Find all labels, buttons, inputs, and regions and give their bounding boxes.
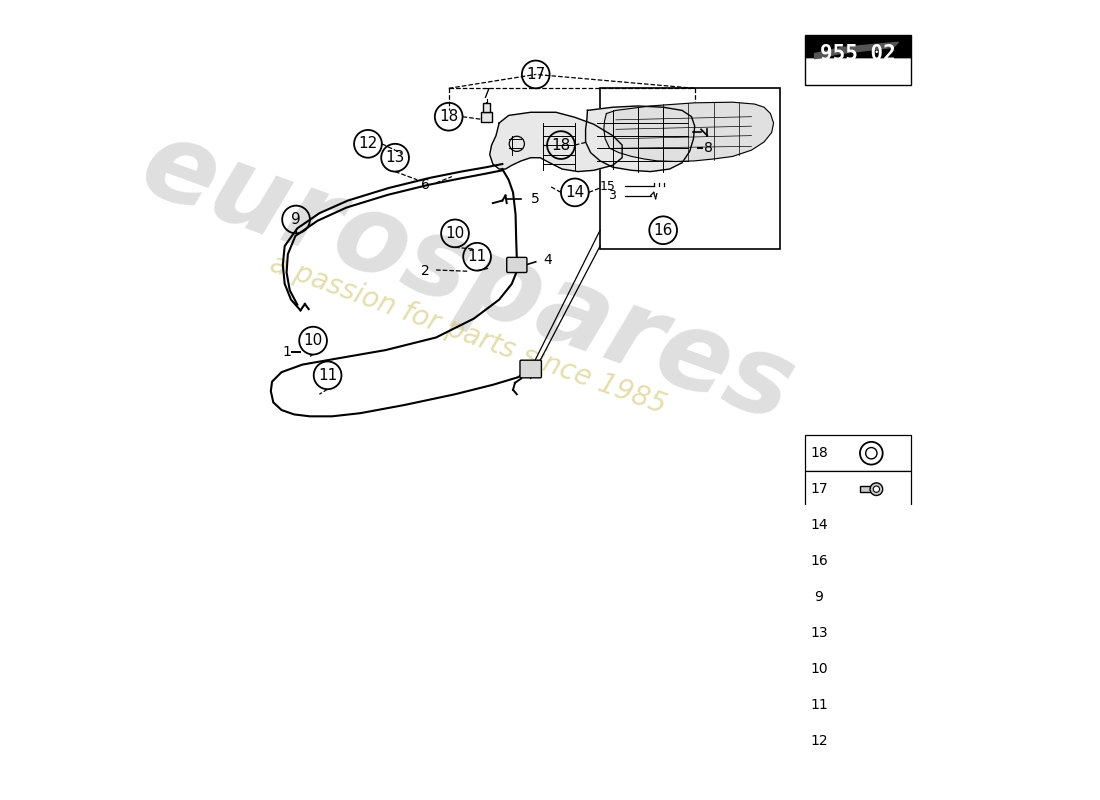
Circle shape <box>861 587 881 607</box>
Text: 13: 13 <box>811 626 828 640</box>
Bar <box>873 558 888 565</box>
Bar <box>805 687 911 723</box>
Text: 7: 7 <box>482 87 491 101</box>
Circle shape <box>867 592 877 602</box>
Text: 5: 5 <box>530 192 539 206</box>
Text: 12: 12 <box>359 136 377 151</box>
Circle shape <box>860 554 876 569</box>
Text: 12: 12 <box>811 734 828 748</box>
Text: 10: 10 <box>446 226 464 241</box>
Text: 1: 1 <box>282 345 292 359</box>
Bar <box>601 88 780 249</box>
Text: 17: 17 <box>526 67 546 82</box>
Text: 16: 16 <box>810 554 828 568</box>
Bar <box>860 663 882 674</box>
Bar <box>482 112 492 122</box>
Text: 955 02: 955 02 <box>821 44 896 64</box>
Bar <box>805 723 911 759</box>
Text: 11: 11 <box>468 250 486 264</box>
Text: 9: 9 <box>814 590 824 604</box>
Text: 17: 17 <box>811 482 828 496</box>
Text: 3: 3 <box>608 189 616 202</box>
Text: 15: 15 <box>600 179 616 193</box>
Circle shape <box>870 483 882 495</box>
Bar <box>805 507 911 543</box>
Polygon shape <box>604 102 773 162</box>
Text: 8: 8 <box>704 142 713 155</box>
Text: 13: 13 <box>385 150 405 165</box>
Text: 18: 18 <box>810 446 828 460</box>
Text: 18: 18 <box>551 138 571 153</box>
Circle shape <box>873 486 880 492</box>
Circle shape <box>871 558 877 564</box>
FancyBboxPatch shape <box>520 360 541 378</box>
Text: eurospares: eurospares <box>128 110 807 445</box>
FancyBboxPatch shape <box>507 258 527 273</box>
Bar <box>805 471 911 507</box>
Polygon shape <box>862 515 880 535</box>
Text: a passion for parts since 1985: a passion for parts since 1985 <box>266 250 670 419</box>
Bar <box>860 486 872 492</box>
Text: 18: 18 <box>439 109 459 124</box>
Text: 14: 14 <box>565 185 584 200</box>
Polygon shape <box>490 112 623 171</box>
Circle shape <box>867 736 877 746</box>
Text: 11: 11 <box>318 368 338 383</box>
Text: 10: 10 <box>811 662 828 676</box>
Bar <box>805 651 911 687</box>
Text: 2: 2 <box>421 264 430 278</box>
Bar <box>805 543 911 579</box>
Text: 16: 16 <box>653 222 673 238</box>
Bar <box>805 435 911 471</box>
Polygon shape <box>815 42 899 58</box>
Bar <box>483 103 490 112</box>
Bar <box>805 579 911 615</box>
Bar <box>805 58 911 85</box>
Polygon shape <box>585 106 695 171</box>
Text: 9: 9 <box>292 212 301 227</box>
Text: 14: 14 <box>811 518 828 532</box>
Text: 6: 6 <box>421 178 430 192</box>
Bar <box>805 34 911 58</box>
Text: 11: 11 <box>810 698 828 712</box>
Circle shape <box>867 521 876 530</box>
Text: 10: 10 <box>304 333 322 348</box>
Text: 4: 4 <box>543 253 552 267</box>
Bar <box>805 615 911 651</box>
